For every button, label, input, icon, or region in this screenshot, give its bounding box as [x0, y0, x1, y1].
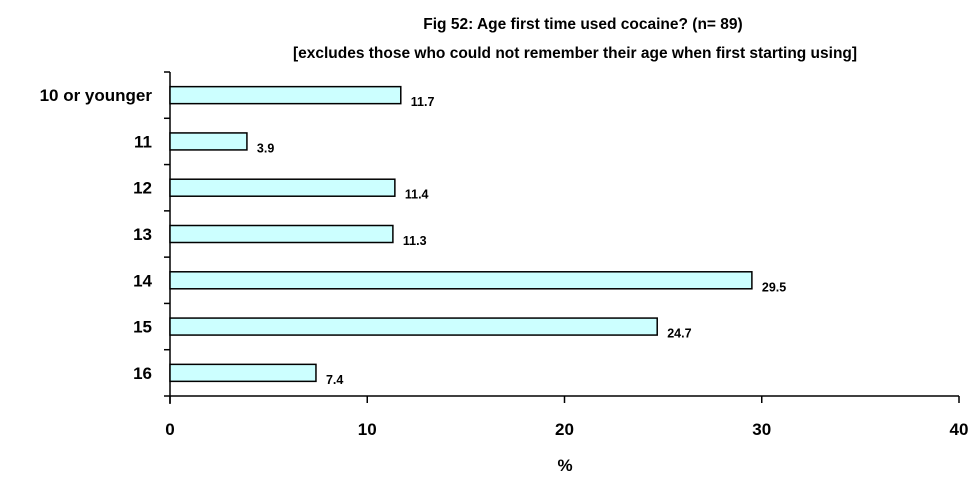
x-tick-label: 20 — [555, 420, 574, 439]
category-label: 13 — [133, 225, 152, 244]
bar — [169, 85, 402, 105]
data-label: 7.4 — [326, 373, 343, 387]
plot-area: 0 10 20 30 40 10 or younger 11.7 11 3.9 12 11.4 13 1… — [40, 71, 969, 439]
chart-subtitle: [excludes those who could not remember t… — [293, 45, 857, 62]
category-label: 14 — [133, 271, 152, 290]
data-label: 29.5 — [762, 280, 786, 294]
bar — [169, 178, 396, 197]
data-label: 24.7 — [667, 327, 691, 341]
category-label: 16 — [133, 364, 152, 383]
bar — [169, 271, 753, 290]
bar — [169, 363, 317, 383]
x-tick-label: 10 — [358, 420, 377, 439]
category-label: 15 — [133, 318, 152, 337]
category-label: 10 or younger — [40, 86, 153, 105]
bar — [169, 224, 394, 244]
x-tick-label: 0 — [165, 420, 174, 439]
data-label: 11.4 — [405, 188, 429, 202]
data-label: 11.7 — [411, 95, 435, 109]
bar — [169, 317, 658, 336]
data-label: 3.9 — [257, 141, 274, 155]
data-label: 11.3 — [403, 234, 427, 248]
chart-title: Fig 52: Age first time used cocaine? (n=… — [423, 16, 742, 33]
category-label: 11 — [134, 132, 152, 151]
category-label: 12 — [133, 179, 152, 198]
bar — [169, 132, 248, 151]
x-axis-title: % — [557, 456, 572, 475]
x-tick-label: 30 — [752, 420, 771, 439]
x-tick-label: 40 — [950, 420, 969, 439]
